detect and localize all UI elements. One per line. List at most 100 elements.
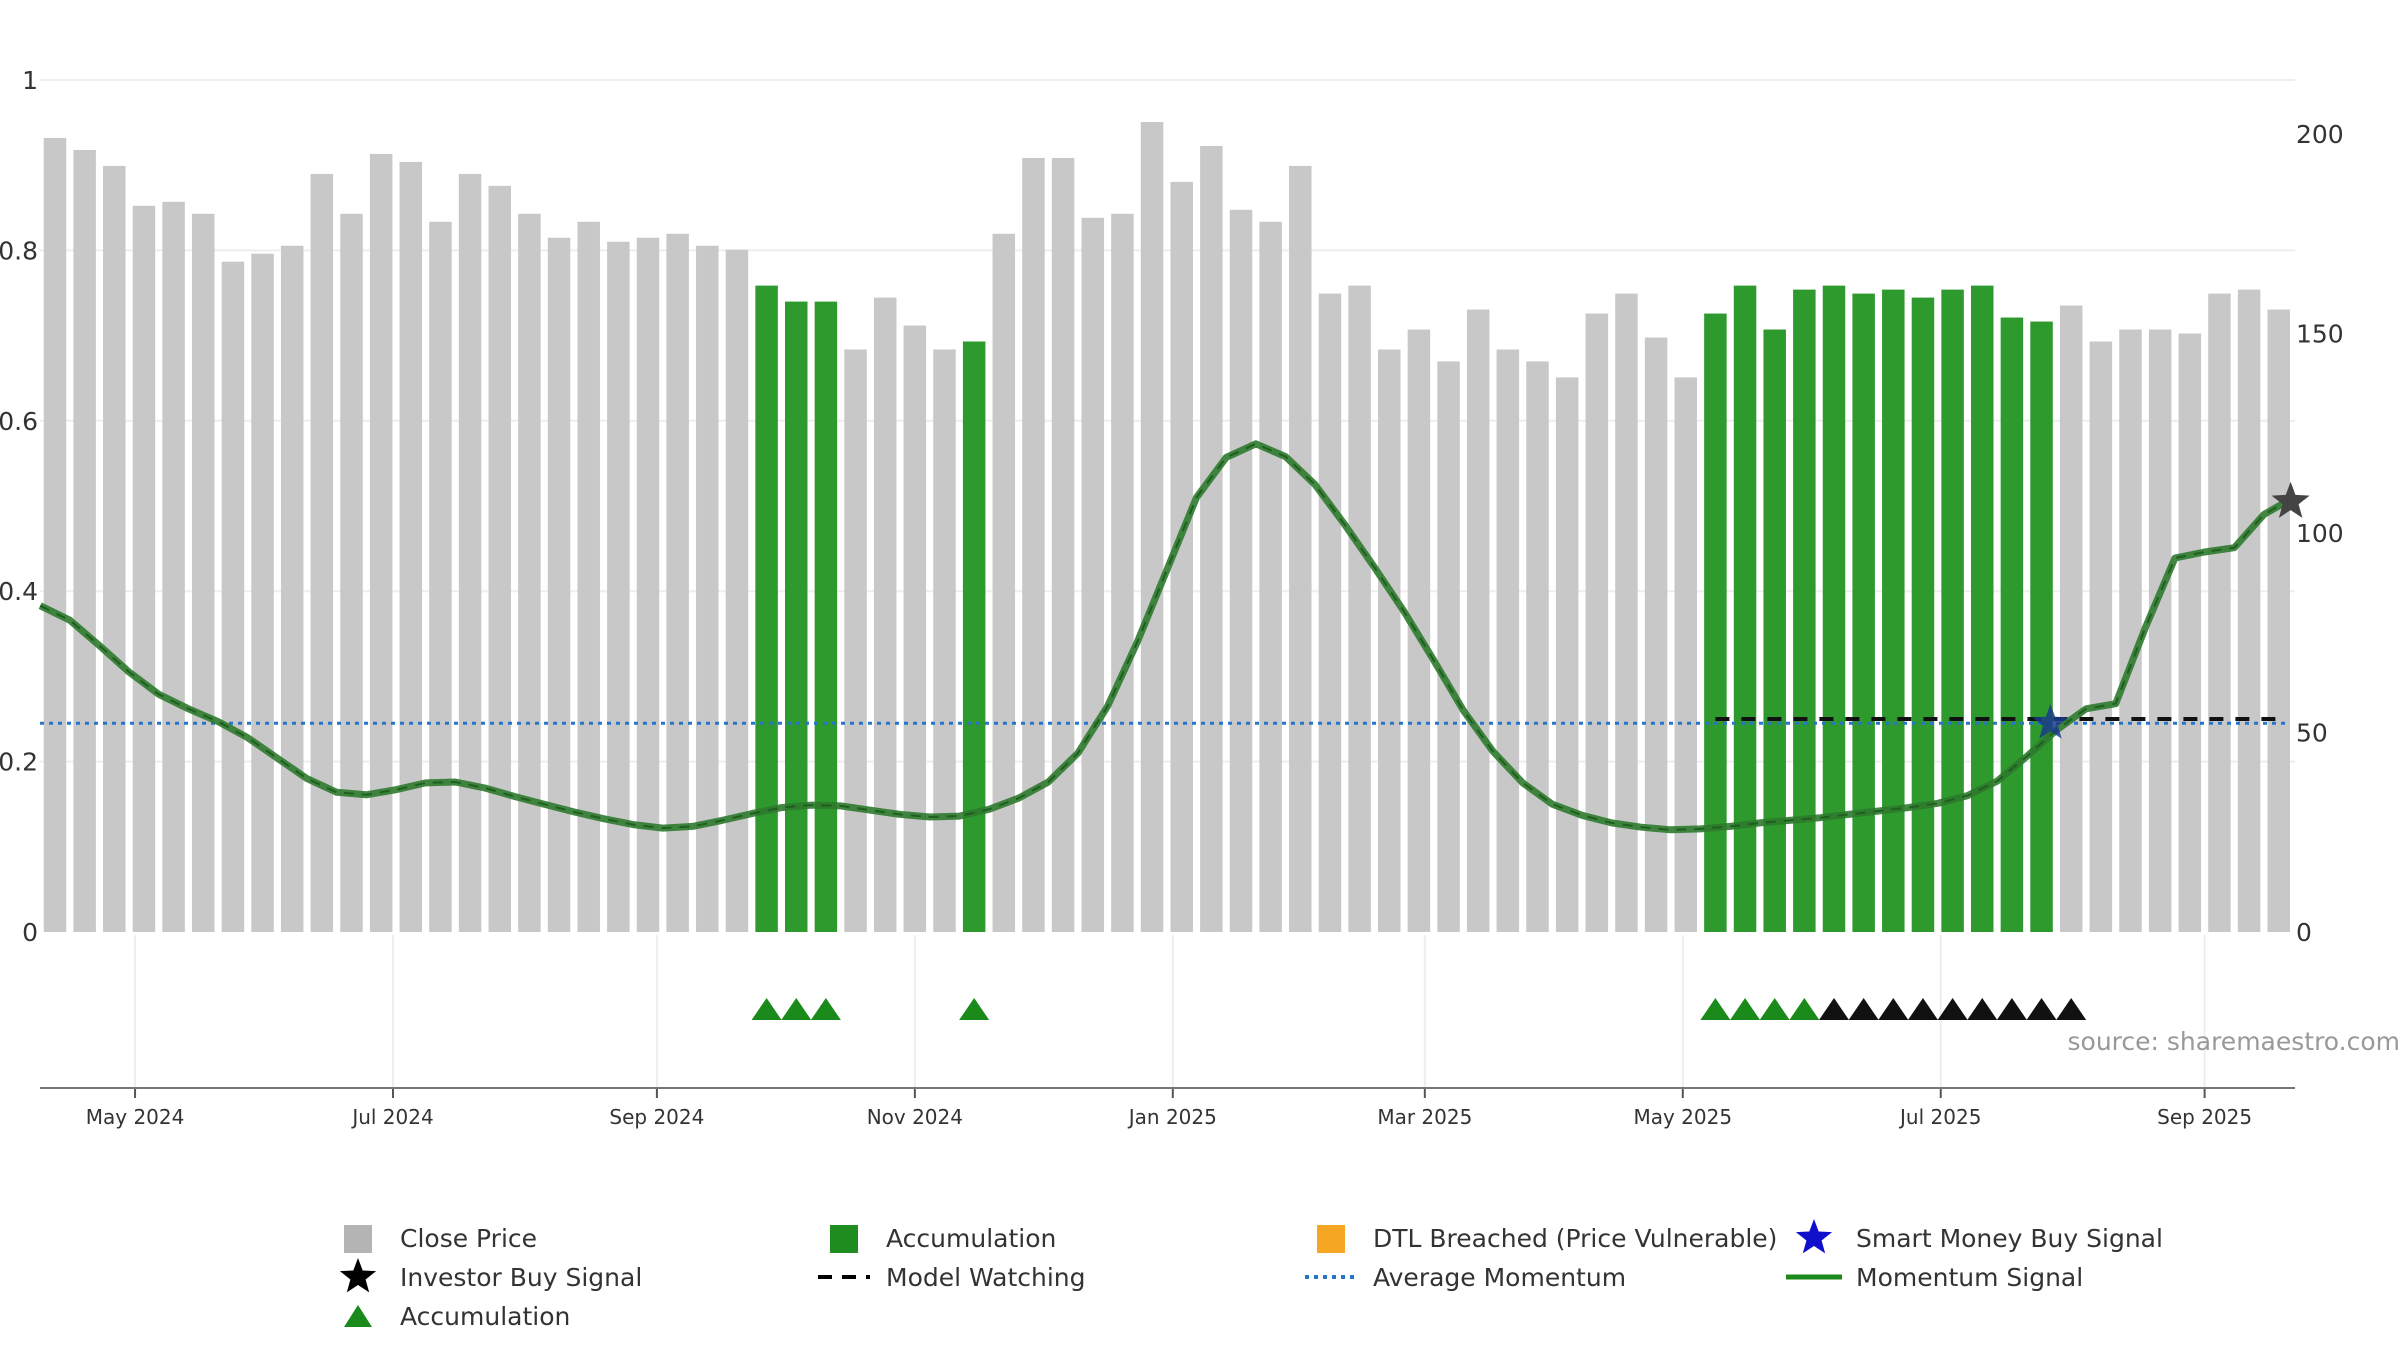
y-left-tick-label: 0.8 [0,236,38,265]
price-bar [103,165,126,933]
accumulation-bar [1911,297,1935,933]
accumulation-bar [755,285,778,932]
price-bar [1496,349,1520,933]
price-bar [844,349,867,933]
signal-markers [751,481,2310,1020]
investor-buy-triangle [1996,998,2027,1020]
price-bar [1466,309,1490,932]
x-tick-label: Nov 2024 [867,1105,963,1129]
price-bar [577,221,600,932]
investor-buy-triangle [2026,998,2057,1020]
price-bar [547,237,571,933]
accumulation-bar [814,301,838,933]
price-bar [192,213,215,933]
accumulation-triangle [751,998,782,1020]
price-bar [2089,341,2113,933]
y-left-tick-label: 0.2 [0,748,38,777]
y-left-tick-label: 0 [22,918,38,947]
accumulation-bar [2000,317,2024,932]
price-bar [696,245,719,933]
price-bar [636,237,660,933]
price-bar [2267,309,2290,932]
price-bars [43,122,2290,933]
x-tick-label: May 2025 [1633,1105,1732,1129]
price-bar [1289,165,1312,933]
accumulation-bar [1971,285,1994,932]
accumulation-bar [1852,293,1875,933]
price-bar [607,241,630,933]
accumulation-bar [1793,289,1816,932]
price-bar [221,261,245,932]
price-bar [2148,329,2172,932]
x-tick-label: Sep 2024 [609,1105,704,1129]
y-left-tick-label: 1 [22,66,38,95]
price-bar [518,213,541,933]
accumulation-triangle [781,998,812,1020]
momentum-signal-line-highlight [39,442,2295,831]
y-left-tick-label: 0.6 [0,407,38,436]
investor-buy-triangle [1848,998,1879,1020]
price-bar [280,245,304,933]
price-bar [1585,313,1609,932]
accumulation-bar [1822,285,1846,932]
price-bar [1259,221,1282,932]
price-bar [1200,145,1223,933]
price-bar [1526,361,1549,932]
price-bar [1437,361,1460,932]
price-bar [132,205,156,932]
price-bar [1229,209,1253,932]
price-bar [1615,293,1638,933]
accumulation-triangle [1730,998,1761,1020]
price-bar [458,173,482,932]
price-bar [933,349,956,933]
y-right-tick-label: 200 [2296,120,2344,149]
accumulation-bar [1941,289,1964,932]
price-bar [2059,305,2083,932]
x-tick-label: Mar 2025 [1377,1105,1472,1129]
investor-buy-triangle [2056,998,2087,1020]
signal-lines [38,440,2296,834]
investor-buy-triangle [1819,998,1849,1020]
price-bar [310,173,334,932]
accumulation-bar [1882,289,1905,932]
accumulation-bar [1704,313,1727,932]
x-tick-label: Jan 2025 [1127,1105,1217,1129]
source-label: source: sharemaestro.com [2068,1027,2400,1056]
accumulation-triangle [1759,998,1790,1020]
smart-money-star [2032,704,2069,739]
accumulation-bar [2030,321,2053,932]
y-right-tick-label: 150 [2296,320,2344,349]
price-bar [162,201,185,932]
price-bar [340,213,363,933]
investor-buy-star [2271,481,2310,518]
price-bar [73,149,96,932]
price-bar [873,297,897,933]
investor-buy-triangle [1937,998,1968,1020]
price-bar [1318,293,1342,933]
price-bar [666,233,689,932]
accumulation-triangle [1789,998,1820,1020]
price-bar [1051,157,1075,932]
price-bar [1644,337,1668,932]
accumulation-bar [785,301,808,933]
price-bar [43,137,67,933]
price-bar [399,161,423,932]
price-bar [1170,181,1193,932]
price-bar [2178,333,2202,932]
y-right-tick-label: 100 [2296,519,2344,548]
price-bar [488,185,511,932]
accumulation-bar [1763,329,1786,932]
price-bar [1348,285,1371,932]
investor-buy-triangle [1907,998,1938,1020]
price-bar [1378,349,1401,933]
accumulation-bar [962,341,986,933]
x-tick-label: Jul 2025 [1898,1105,1981,1129]
price-bar [2237,289,2261,932]
investor-buy-triangle [1967,998,1998,1020]
y-right-tick-label: 50 [2296,719,2328,748]
price-bar [2119,329,2142,932]
y-left-tick-label: 0.4 [0,577,38,606]
price-bar [1140,122,1164,932]
price-bar [1081,217,1104,933]
accumulation-triangle [959,998,990,1020]
